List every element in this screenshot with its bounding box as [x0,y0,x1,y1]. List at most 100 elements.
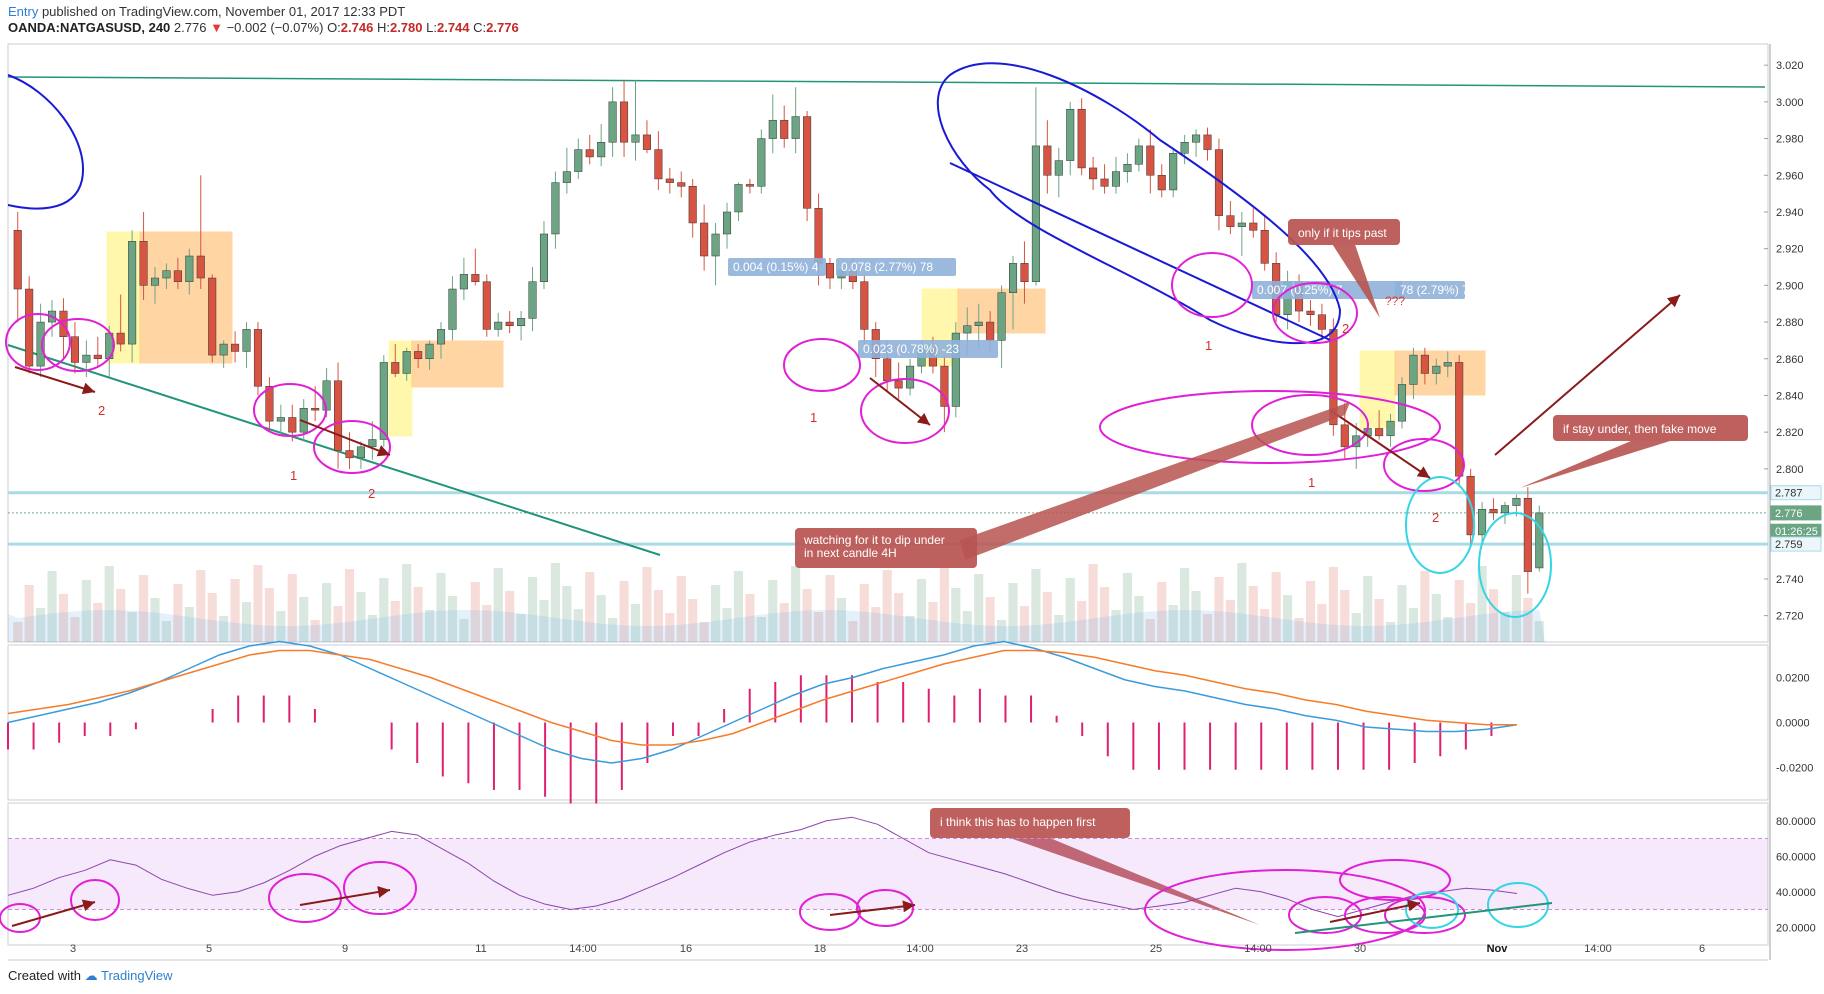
callout-stay-under-text: if stay under, then fake move [1563,422,1717,436]
volume-bar [768,580,778,642]
magenta-annotation-circle [1099,390,1441,464]
volume-bar [1111,610,1121,642]
price-tick-label: 2.920 [1776,244,1804,256]
blue-channel-line [949,162,1331,341]
blue-annotation-curve [7,74,85,210]
callout-watching-text: in next candle 4H [804,546,897,560]
volume-bar [882,570,892,642]
volume-bar [1180,568,1190,642]
candle-body [459,274,468,290]
volume-bar [848,621,858,642]
time-tick-label: 23 [1016,943,1028,955]
magenta-annotation-circle [1171,252,1253,318]
volume-bar [573,609,583,642]
volume-bar [13,622,23,642]
ohlc-low-label: L: [426,20,437,35]
rsi-magenta-circle [343,861,417,915]
volume-bar [1145,619,1155,642]
volume-bar [379,578,389,642]
time-tick-label: 14:00 [569,943,597,955]
price-tick-label: 2.860 [1776,354,1804,366]
volume-bar [47,571,57,642]
volume-bar [642,567,652,642]
ohlc-low: 2.744 [436,20,470,35]
price-tick-label: 2.960 [1776,170,1804,182]
price-tick-label: 2.800 [1776,464,1804,476]
author-link[interactable]: Entry [8,4,39,19]
candle-body [631,134,640,143]
created-with-label: Created with [8,968,81,983]
time-tick-label: 16 [680,943,692,955]
candle-body [665,178,674,183]
volume-bar [1191,591,1201,642]
magenta-annotation-circle [41,318,115,372]
volume-bar [596,595,606,642]
candle-body [288,417,297,433]
volume-bar [985,597,995,642]
measure-label-box [836,258,956,276]
candle-body [539,233,548,282]
volume-bar [1031,569,1041,642]
candle-body [379,362,388,440]
measure-label: 78 (2.79%) 78 [1400,283,1476,297]
volume-bar [505,591,515,642]
candle-body [1512,497,1521,506]
volume-bar [859,584,869,642]
rsi-arrow [299,886,391,906]
volume-bar [1042,592,1052,642]
candle-body [82,354,91,363]
rsi-trendline [1294,902,1553,934]
volume-bar [1511,575,1521,642]
price-label: 2.776 [1775,508,1803,520]
magenta-annotation-circle [860,378,950,444]
candle-body [528,281,537,319]
rsi-magenta-circle [70,879,120,921]
candle-body [711,233,720,257]
volume-bar [81,580,91,642]
tradingview-link[interactable]: TradingView [101,968,173,983]
candle-body [139,241,148,286]
candle-body [36,321,45,367]
price-tick-label: 3.000 [1776,97,1804,109]
trend-arrow [14,366,96,395]
price-label-box [1770,536,1822,552]
candle-body [219,343,228,356]
volume-bar [1237,563,1247,642]
candle-body [1386,420,1395,437]
rsi-line [7,816,1518,918]
volume-bar [916,579,927,642]
volume-bar [791,566,801,642]
trend-arrow [299,419,391,457]
volume-bar [585,572,595,642]
volume-bar [745,594,755,642]
chart-header: Entry published on TradingView.com, Nove… [8,4,1408,36]
candle-body [688,186,697,224]
volume-bar [653,590,663,642]
volume-bar [230,579,240,642]
rsi-magenta-circle [1344,896,1426,934]
candle-body [1340,424,1349,448]
candle-body [345,450,354,459]
volume-bar [459,619,469,642]
measure-label: 0.004 (0.15%) 4 [733,260,819,274]
price-tick-label: 2.880 [1776,317,1804,329]
callout-watching-text: watching for it to dip under [803,533,945,547]
candle-body [276,417,285,422]
volume-bar [711,585,721,642]
volume-bar [1008,583,1018,642]
footer: Created with ☁ TradingView [8,968,173,984]
candle-body [894,380,903,389]
candle-body [1077,108,1086,169]
volume-bar [1202,614,1213,642]
ohlc-high-label: H: [376,20,390,35]
measure-label: 0.007 (0.25%) 7 [1257,283,1343,297]
volume-bar [1271,572,1281,642]
volume-bar [1534,621,1544,642]
candle-body [906,365,915,389]
volume-bar [1488,589,1499,642]
candle-body [402,351,411,374]
candle-body [334,380,343,451]
candle-body [471,274,480,282]
candle-body [1535,512,1544,569]
